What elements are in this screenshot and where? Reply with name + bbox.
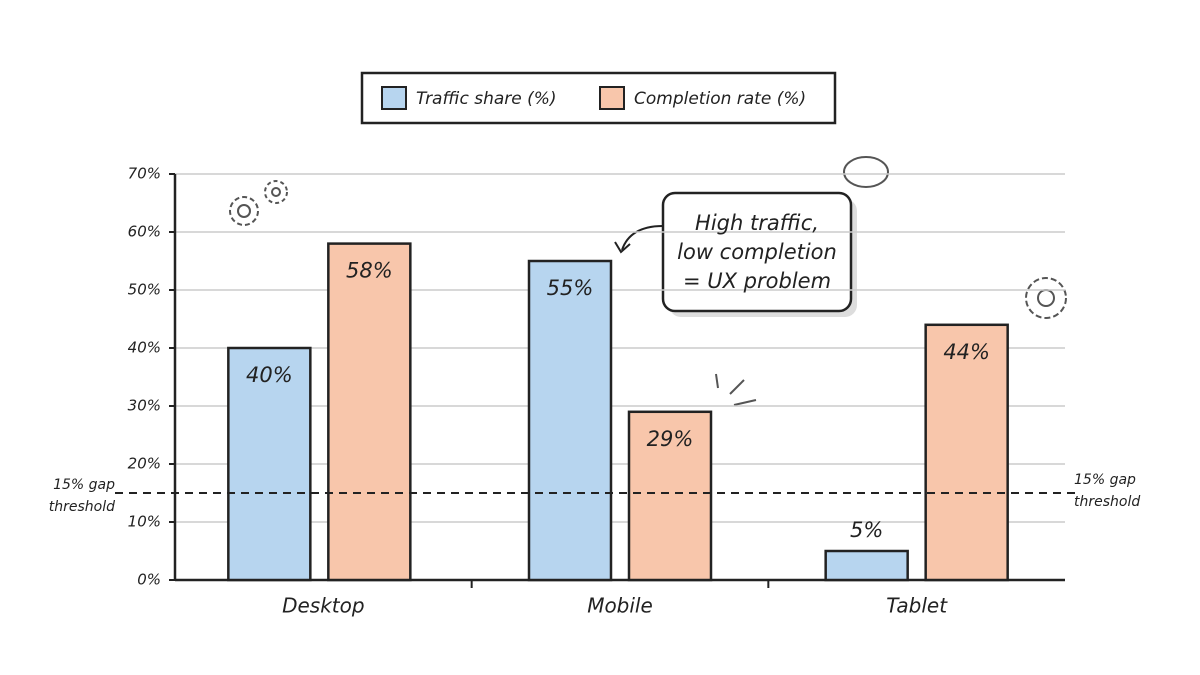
value-label: 40% — [246, 363, 293, 387]
x-tick-label: Mobile — [587, 594, 653, 618]
y-tick-label: 20% — [128, 455, 161, 473]
bar — [824, 549, 909, 582]
annotation-text: low completion — [677, 240, 837, 264]
decor-gears — [229, 156, 1067, 406]
annotation-box — [661, 191, 853, 313]
bar — [627, 410, 713, 582]
threshold-label: 15% gap — [1074, 472, 1136, 488]
annotation — [614, 191, 857, 317]
y-tick-label: 0% — [137, 571, 161, 589]
y-tick-label: 60% — [128, 223, 161, 241]
threshold-label: 15% gap — [53, 477, 115, 493]
value-label: 44% — [943, 340, 990, 364]
legend-swatch — [381, 86, 407, 110]
annotation-text: High traffic, — [695, 211, 819, 235]
value-label: 58% — [346, 259, 393, 283]
y-tick-label: 10% — [128, 513, 161, 531]
threshold-label: threshold — [1074, 494, 1140, 510]
arrow-head — [614, 241, 631, 254]
legend-box — [360, 71, 837, 125]
y-tick-label: 50% — [128, 281, 161, 299]
x-tick-label: Desktop — [282, 594, 364, 618]
x-tick-label: Tablet — [886, 594, 948, 618]
bar — [327, 242, 412, 582]
bar — [227, 346, 312, 582]
y-tick-label: 70% — [128, 165, 161, 183]
bar — [924, 323, 1009, 582]
threshold-label: threshold — [49, 499, 115, 515]
value-label: 5% — [850, 518, 883, 542]
legend-label: Completion rate (%) — [634, 89, 806, 109]
value-label: 29% — [647, 427, 694, 451]
y-tick-label: 40% — [128, 339, 161, 357]
bar — [527, 259, 613, 582]
legend-swatch — [599, 86, 625, 110]
legend-label: Traffic share (%) — [416, 89, 557, 109]
y-tick-label: 30% — [128, 397, 161, 415]
annotation-text: = UX problem — [683, 269, 831, 293]
value-label: 55% — [547, 276, 594, 300]
